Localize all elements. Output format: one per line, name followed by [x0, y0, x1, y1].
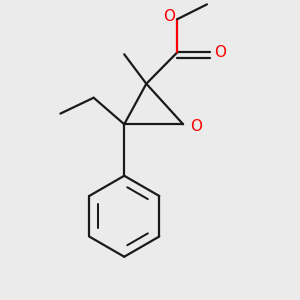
Text: O: O — [214, 45, 226, 60]
Text: O: O — [190, 118, 202, 134]
Text: O: O — [163, 9, 175, 24]
